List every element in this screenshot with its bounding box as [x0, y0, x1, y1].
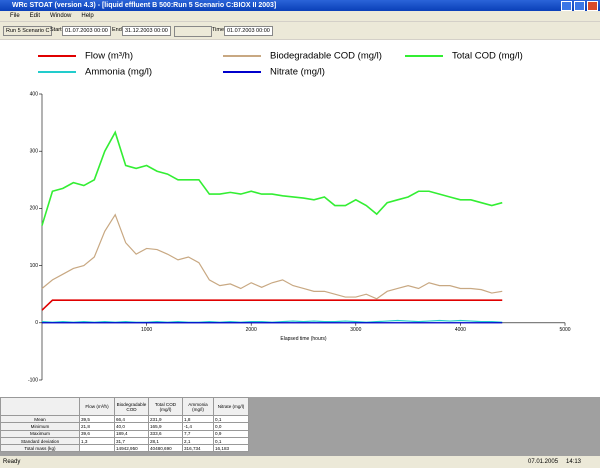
- start-label: Start: [50, 27, 62, 33]
- table-cell: 165,9: [148, 422, 183, 431]
- y-tick-label: 200: [30, 206, 39, 212]
- empty-cell: [79, 444, 115, 453]
- status-bar: Ready 07.01.2005 14:13: [0, 456, 600, 468]
- data-line: [41, 130, 503, 226]
- table-cell: 7,7: [182, 429, 214, 438]
- status-date: 07.01.2005: [528, 459, 559, 465]
- column-header: Biodegradable COD: [114, 397, 149, 416]
- table-cell: 231,9: [148, 414, 183, 424]
- row-label: Maximum: [0, 429, 80, 438]
- window-controls[interactable]: [561, 1, 598, 15]
- table-cell: 0,1: [213, 436, 249, 446]
- table-cell: 21,8: [79, 422, 115, 431]
- table-cell: 1,3: [79, 436, 115, 446]
- menu-item[interactable]: Help: [81, 13, 94, 19]
- time-label: Time: [212, 27, 225, 33]
- table-cell: 2,1: [182, 436, 214, 446]
- data-line: [41, 319, 503, 323]
- start-field[interactable]: 01.07.2003 00:00: [62, 26, 111, 36]
- column-header: Nitrate (mg/l): [213, 397, 249, 416]
- legend-label: Total COD (mg/l): [452, 51, 523, 62]
- table-cell: 28,1: [148, 436, 183, 446]
- table-cell: 39,5: [79, 414, 115, 424]
- column-header: Flow (m³/h): [79, 397, 115, 416]
- table-cell: 0,9: [213, 429, 249, 438]
- table-row: Standard deviation 1,3 31,7 28,1 2,1 0,1: [0, 436, 249, 446]
- menu-bar: File Edit Window Help: [0, 11, 600, 21]
- x-tick-label: 2000: [246, 327, 257, 333]
- corner-cell: [0, 397, 80, 416]
- status-text: Ready: [3, 459, 21, 465]
- table-cell: 16,183: [213, 444, 249, 453]
- legend-label: Flow (m³/h): [85, 51, 133, 62]
- toolbar: Run 5 Scenario C Start 01.07.2003 00:00 …: [0, 22, 600, 39]
- title-bar: WRc STOAT (version 4.3) - [liquid efflue…: [0, 0, 600, 11]
- table-cell: 1,8: [182, 414, 214, 424]
- legend-label: Ammonia (mg/l): [85, 67, 152, 78]
- table-row: Minimum 21,8 40,0 165,9 -1,4 0,0: [0, 422, 249, 431]
- end-label: End: [112, 27, 122, 33]
- row-label: Total mass (kg): [0, 444, 80, 453]
- menu-item[interactable]: File: [10, 13, 20, 19]
- table-cell: -1,4: [182, 422, 214, 431]
- run-name[interactable]: Run 5 Scenario C: [3, 26, 53, 36]
- table-row: Maximum 39,6 189,4 333,6 7,7 0,9: [0, 429, 249, 438]
- y-tick-label: 100: [30, 263, 39, 269]
- table-cell: 316,734: [182, 444, 214, 453]
- table-cell: 66,4: [114, 414, 149, 424]
- x-axis-label: Elapsed time (hours): [280, 336, 326, 342]
- row-label: Minimum: [0, 422, 80, 431]
- header-row: Flow (m³/h) Biodegradable COD Total COD (m…: [0, 397, 249, 416]
- menu-item[interactable]: Window: [50, 13, 72, 19]
- data-line: [41, 299, 503, 311]
- column-header: Total COD (mg/l): [148, 397, 183, 416]
- legend-label: Biodegradable COD (mg/l): [270, 51, 382, 62]
- x-tick-label: 1000: [141, 327, 152, 333]
- column-header: Ammonia (mg/l): [182, 397, 214, 416]
- x-tick-label: 5000: [559, 327, 570, 333]
- table-row: Total mass (kg) 14942,950 40480,690 316,734…: [0, 444, 249, 453]
- end-field[interactable]: 31.12.2003 00:00: [122, 26, 171, 36]
- x-tick-label: 3000: [350, 327, 361, 333]
- status-time: 14:13: [566, 459, 582, 465]
- y-tick-label: 0: [35, 320, 38, 326]
- menu-item[interactable]: Edit: [29, 13, 41, 19]
- x-tick-label: 4000: [455, 327, 466, 333]
- y-tick-label: 300: [30, 149, 39, 155]
- statistics-table: Flow (m³/h) Biodegradable COD Total COD (m…: [0, 397, 249, 453]
- table-cell: 40,0: [114, 422, 149, 431]
- legend-label: Nitrate (mg/l): [270, 67, 325, 78]
- row-label: Standard deviation: [0, 436, 80, 446]
- window-title: WRc STOAT (version 4.3) - [liquid efflue…: [12, 2, 277, 9]
- table-cell: 0,1: [213, 414, 249, 424]
- table-cell: 39,6: [79, 429, 115, 438]
- table-cell: 40480,690: [148, 444, 183, 453]
- y-tick-label: 400: [30, 91, 39, 97]
- table-cell: 31,7: [114, 436, 149, 446]
- time-field[interactable]: 01.07.2003 00:00: [224, 26, 273, 36]
- table-row: Mean 39,5 66,4 231,9 1,8 0,1: [0, 414, 249, 424]
- y-tick-label: -100: [28, 377, 38, 383]
- playback-buttons[interactable]: [174, 26, 212, 37]
- row-label: Mean: [0, 414, 80, 424]
- table-cell: 0,0: [213, 422, 249, 431]
- data-line: [41, 213, 503, 300]
- table-cell: 333,6: [148, 429, 183, 438]
- table-cell: 14942,950: [114, 444, 149, 453]
- statistics-panel: Flow (m³/h) Biodegradable COD Total COD (m…: [0, 397, 600, 456]
- table-cell: 189,4: [114, 429, 149, 438]
- chart: -100 0 100 200 300 400 1000 2000 3000 4000 5000 Ela…: [0, 40, 600, 397]
